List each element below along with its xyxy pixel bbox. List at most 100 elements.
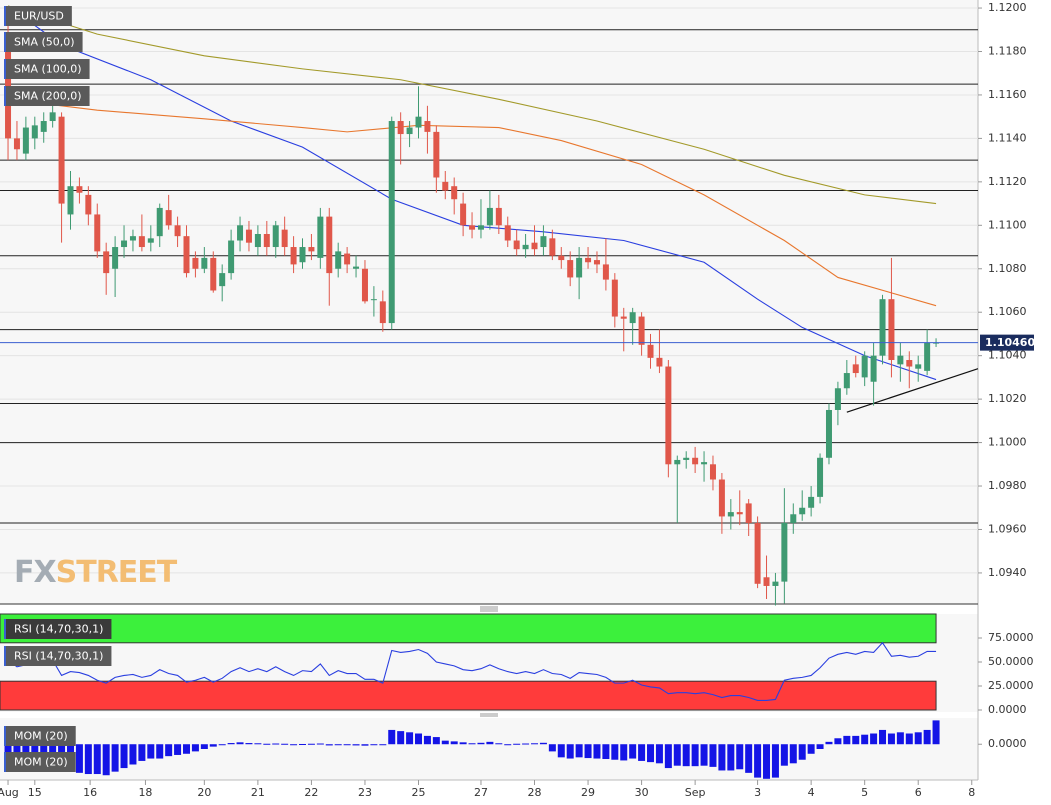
candle-body (522, 244, 529, 250)
mom-bar (147, 744, 155, 759)
y-tick-label: 0.0000 (988, 703, 1027, 716)
candle-body (567, 260, 574, 278)
candle-body (370, 299, 377, 301)
mom-bar (441, 740, 449, 745)
y-tick-label: 1.1060 (988, 305, 1027, 318)
mom-bar (736, 744, 744, 770)
mom-bar (307, 743, 315, 745)
mom-bar (272, 743, 280, 745)
candle-body (692, 457, 699, 465)
mom-bar (539, 742, 547, 745)
candle-body (531, 242, 538, 250)
main-panel (0, 0, 978, 604)
candle-body (156, 207, 163, 237)
mom-bar (727, 744, 735, 771)
candle-body (629, 312, 636, 324)
band (0, 680, 937, 711)
x-tick-label: 30 (635, 786, 649, 799)
candle-body (638, 316, 645, 345)
label-box: MOM (20) (4, 752, 76, 772)
label-edge (4, 59, 6, 79)
y-tick-label: 1.1160 (988, 88, 1027, 101)
candle-body (263, 233, 270, 248)
candle-body (549, 238, 556, 256)
label-text: RSI (14,70,30,1) (14, 650, 103, 663)
candle-body (763, 577, 770, 586)
mom-bar (423, 735, 431, 745)
mom-bar (334, 744, 342, 746)
candle-body (576, 257, 583, 278)
mom-bar (227, 743, 235, 745)
mom-bar (129, 744, 137, 765)
mom-bar (629, 744, 637, 759)
mom-bar (254, 743, 262, 745)
label-text: EUR/USD (14, 10, 64, 23)
candle-body (406, 127, 413, 135)
mom-bar (807, 744, 815, 754)
y-tick-label: 1.0960 (988, 522, 1027, 535)
label-text: SMA (50,0) (14, 36, 75, 49)
x-tick-label: 8 (968, 786, 975, 799)
mom-bar (209, 744, 217, 747)
mom-bar (905, 733, 913, 745)
candle-body (192, 257, 199, 269)
x-tick-label: Aug (0, 786, 19, 799)
x-tick-label: 3 (754, 786, 761, 799)
candle-body (67, 186, 74, 215)
candle-body (602, 264, 609, 280)
mom-bar (655, 744, 663, 764)
mom-bar (156, 744, 164, 759)
candle-body (254, 233, 261, 248)
mom-bar (664, 744, 672, 769)
label-box: SMA (50,0) (4, 32, 83, 52)
mom-bar (299, 743, 307, 745)
candle-body (308, 247, 315, 252)
candle-body (861, 355, 868, 378)
mom-bar (281, 743, 289, 745)
mom-bar (263, 743, 271, 745)
mom-bar (450, 741, 458, 745)
mom-bar (870, 733, 878, 745)
mom-bar (316, 743, 324, 745)
label-box: SMA (100,0) (4, 59, 90, 79)
y-tick-label: 1.1020 (988, 392, 1027, 405)
mom-bar (798, 744, 806, 760)
label-box: RSI (14,70,30,1) (4, 646, 112, 666)
mom-bar (120, 744, 128, 769)
candle-body (335, 251, 342, 269)
mom-bar (700, 744, 708, 766)
mom-bar (174, 744, 182, 755)
label-bg (4, 86, 90, 106)
mom-bar (575, 744, 583, 758)
mom-bar (93, 744, 101, 775)
resize-handle (480, 606, 498, 612)
candle-body (451, 186, 458, 200)
candle-body (85, 194, 92, 215)
label-bg (4, 59, 90, 79)
mom-bar (789, 744, 797, 764)
mom-bar (504, 744, 512, 746)
candle-body (558, 255, 565, 261)
label-text: MOM (20) (14, 756, 68, 769)
candle-body (219, 273, 226, 287)
mom-bar (495, 743, 503, 745)
mom-bar (370, 744, 378, 746)
x-tick-label: 16 (83, 786, 97, 799)
sma-line (7, 98, 937, 307)
label-box: RSI (14,70,30,1) (4, 619, 112, 639)
label-bg (4, 752, 76, 772)
candle-body (504, 225, 511, 241)
x-tick-label: 23 (358, 786, 372, 799)
last-price-bg (980, 334, 1034, 351)
label-bg (4, 646, 112, 666)
y-tick-label: 1.0940 (988, 566, 1027, 579)
y-tick-label: 1.1000 (988, 436, 1027, 449)
candle-body (460, 203, 467, 226)
candle-body (210, 257, 217, 291)
candle-body (353, 266, 360, 269)
mom-bar (691, 744, 699, 767)
y-tick-label: 1.1140 (988, 131, 1027, 144)
mom-bar (415, 733, 423, 745)
candle-body (879, 299, 886, 356)
mom-bar (914, 732, 922, 745)
